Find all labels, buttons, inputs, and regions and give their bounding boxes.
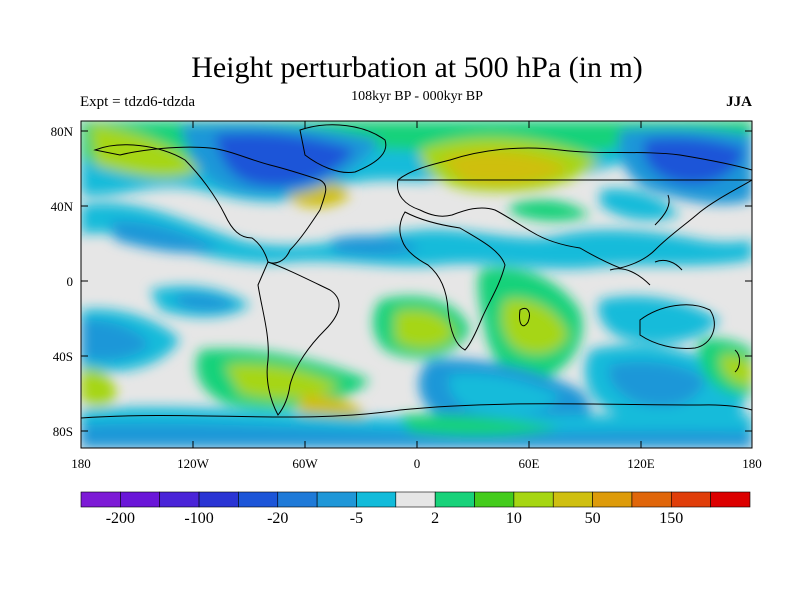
colorbar-swatch	[316, 491, 357, 508]
colorbar-swatch	[552, 491, 593, 508]
lat-label-40n: 40N	[51, 199, 74, 214]
colorbar	[80, 491, 751, 508]
colorbar-swatch	[80, 491, 121, 508]
colorbar-swatch	[277, 491, 318, 508]
figure-subtitle: 108kyr BP - 000kyr BP	[351, 89, 483, 104]
experiment-label: Expt = tdzd6-tdzda	[80, 94, 196, 110]
lon-label-180e: 180	[742, 456, 762, 471]
lon-label-120w: 120W	[177, 456, 210, 471]
colorbar-swatch	[238, 491, 279, 508]
lat-label-40s: 40S	[53, 349, 73, 364]
lat-label-80s: 80S	[53, 424, 73, 439]
colorbar-tick-label: 50	[585, 510, 601, 527]
lat-label-0: 0	[67, 274, 74, 289]
lon-ticks	[192, 121, 642, 448]
lon-label-60w: 60W	[292, 456, 318, 471]
colorbar-swatch	[513, 491, 554, 508]
lat-labels: 80N 40N 0 40S 80S	[51, 124, 74, 439]
colorbar-swatch	[395, 491, 436, 508]
season-label: JJA	[726, 94, 752, 110]
lon-label-120e: 120E	[627, 456, 655, 471]
lon-labels: 180 120W 60W 0 60E 120E 180	[71, 456, 762, 471]
colorbar-tick-label: 150	[659, 510, 683, 527]
colorbar-labels: -200 -100 -20 -5 2 10 50 150	[106, 510, 684, 527]
colorbar-tick-label: 2	[431, 510, 439, 527]
lon-label-0: 0	[414, 456, 421, 471]
colorbar-tick-label: -5	[350, 510, 363, 527]
coastlines	[81, 124, 752, 419]
colorbar-swatch	[159, 491, 200, 508]
colorbar-tick-label: -20	[267, 510, 288, 527]
colorbar-swatch	[710, 491, 751, 508]
colorbar-swatch	[356, 491, 397, 508]
colorbar-swatch	[592, 491, 633, 508]
colorbar-swatch	[631, 491, 672, 508]
colorbar-swatch	[474, 491, 515, 508]
colorbar-swatch	[670, 491, 711, 508]
lon-label-180w: 180	[71, 456, 91, 471]
colorbar-tick-label: -100	[184, 510, 213, 527]
figure-title: Height perturbation at 500 hPa (in m)	[191, 51, 643, 84]
lat-label-80n: 80N	[51, 124, 74, 139]
colorbar-swatch	[434, 491, 475, 508]
colorbar-swatch	[120, 491, 161, 508]
lat-ticks	[81, 130, 752, 432]
contour-field	[81, 121, 752, 448]
colorbar-tick-label: -200	[106, 510, 135, 527]
colorbar-tick-label: 10	[506, 510, 522, 527]
colorbar-swatch	[198, 491, 239, 508]
lon-label-60e: 60E	[519, 456, 540, 471]
